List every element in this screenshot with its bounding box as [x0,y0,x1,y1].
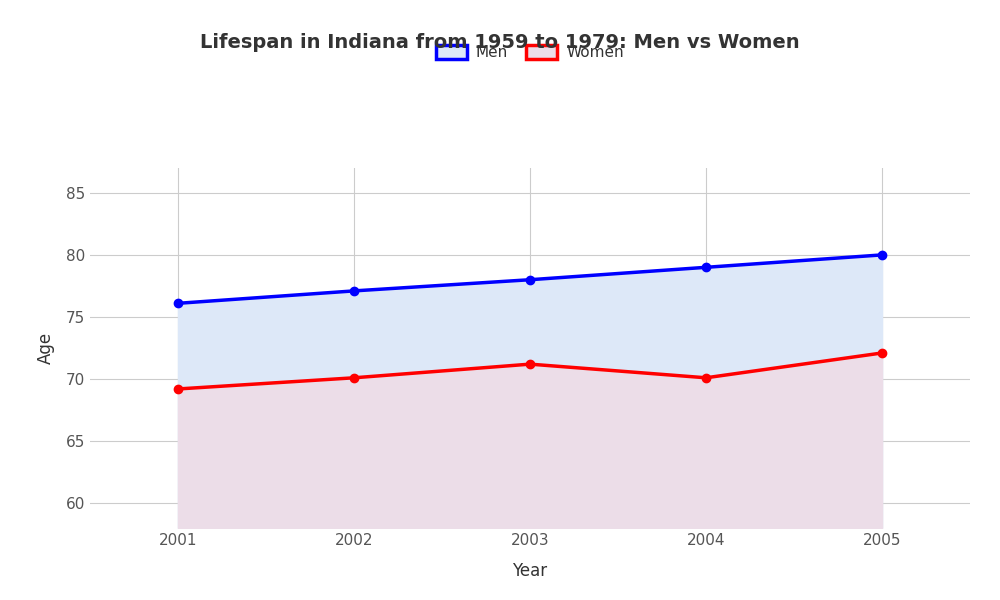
X-axis label: Year: Year [512,562,548,580]
Text: Lifespan in Indiana from 1959 to 1979: Men vs Women: Lifespan in Indiana from 1959 to 1979: M… [200,32,800,52]
Legend: Men, Women: Men, Women [430,39,630,66]
Y-axis label: Age: Age [37,332,55,364]
